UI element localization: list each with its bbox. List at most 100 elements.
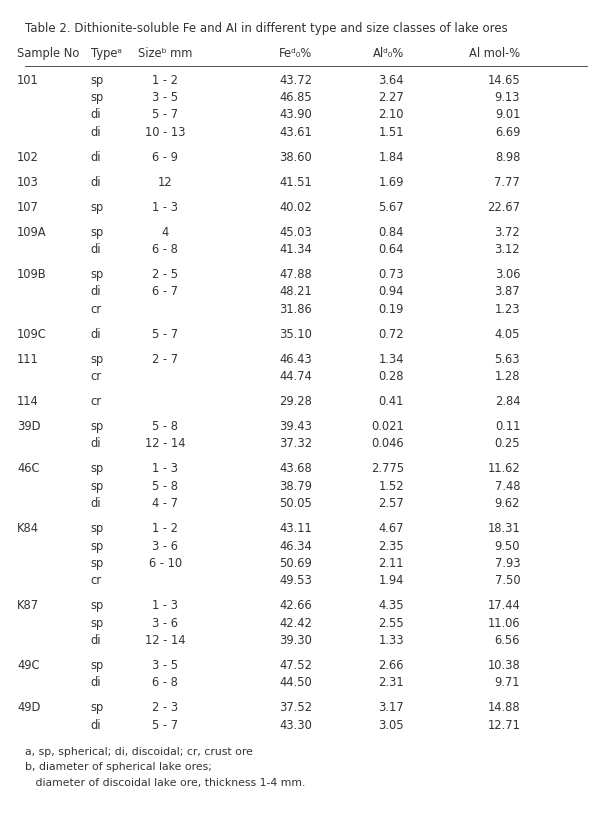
Text: sp: sp (91, 522, 104, 534)
Text: Al mol-%: Al mol-% (469, 47, 520, 60)
Text: 10 - 13: 10 - 13 (145, 126, 185, 139)
Text: sp: sp (91, 91, 104, 104)
Text: 1.28: 1.28 (494, 370, 520, 383)
Text: 1.84: 1.84 (379, 151, 404, 164)
Text: 2.27: 2.27 (378, 91, 404, 104)
Text: a, sp, spherical; di, discoidal; cr, crust ore: a, sp, spherical; di, discoidal; cr, cru… (25, 746, 253, 757)
Text: K84: K84 (17, 522, 39, 534)
Text: 3.87: 3.87 (494, 285, 520, 298)
Text: 1.51: 1.51 (378, 126, 404, 139)
Text: 49D: 49D (17, 700, 40, 714)
Text: 50.05: 50.05 (279, 497, 312, 509)
Text: 7.77: 7.77 (494, 175, 520, 189)
Text: 102: 102 (17, 151, 39, 164)
Text: sp: sp (91, 557, 104, 569)
Text: di: di (91, 108, 101, 122)
Text: di: di (91, 126, 101, 139)
Text: 4: 4 (162, 226, 169, 238)
Text: 0.72: 0.72 (378, 327, 404, 341)
Text: 0.046: 0.046 (371, 437, 404, 450)
Text: 0.11: 0.11 (495, 419, 520, 433)
Text: sp: sp (91, 200, 104, 213)
Text: 4.35: 4.35 (378, 599, 404, 611)
Text: cr: cr (91, 370, 102, 383)
Text: Table 2. Dithionite-soluble Fe and AI in different type and size classes of lake: Table 2. Dithionite-soluble Fe and AI in… (25, 22, 508, 36)
Text: di: di (91, 151, 101, 164)
Text: 109B: 109B (17, 268, 47, 280)
Text: 2.10: 2.10 (378, 108, 404, 122)
Text: 1.94: 1.94 (379, 574, 404, 586)
Text: K87: K87 (17, 599, 39, 611)
Text: 6 - 8: 6 - 8 (152, 243, 178, 256)
Text: 41.34: 41.34 (279, 243, 312, 256)
Text: 8.98: 8.98 (495, 151, 520, 164)
Text: 7.50: 7.50 (494, 574, 520, 586)
Text: 18.31: 18.31 (487, 522, 520, 534)
Text: 0.64: 0.64 (379, 243, 404, 256)
Text: 41.51: 41.51 (279, 175, 312, 189)
Text: 103: 103 (17, 175, 39, 189)
Text: 3.64: 3.64 (378, 74, 404, 87)
Text: 50.69: 50.69 (279, 557, 312, 569)
Text: 12 - 14: 12 - 14 (145, 633, 185, 646)
Text: di: di (91, 327, 101, 341)
Text: 49.53: 49.53 (279, 574, 312, 586)
Text: cr: cr (91, 574, 102, 586)
Text: 6 - 9: 6 - 9 (152, 151, 178, 164)
Text: 45.03: 45.03 (279, 226, 312, 238)
Text: 22.67: 22.67 (487, 200, 520, 213)
Text: 1.33: 1.33 (378, 633, 404, 646)
Text: 7.93: 7.93 (494, 557, 520, 569)
Text: 6.56: 6.56 (494, 633, 520, 646)
Text: 43.61: 43.61 (279, 126, 312, 139)
Text: 5 - 8: 5 - 8 (152, 480, 178, 492)
Text: 3 - 6: 3 - 6 (152, 616, 178, 629)
Text: 12 - 14: 12 - 14 (145, 437, 185, 450)
Text: di: di (91, 175, 101, 189)
Text: 42.42: 42.42 (279, 616, 312, 629)
Text: 46.34: 46.34 (279, 539, 312, 552)
Text: 0.25: 0.25 (494, 437, 520, 450)
Text: 5 - 7: 5 - 7 (152, 327, 178, 341)
Text: 43.68: 43.68 (279, 462, 312, 475)
Text: 109C: 109C (17, 327, 47, 341)
Text: 5.67: 5.67 (378, 200, 404, 213)
Text: 6 - 10: 6 - 10 (149, 557, 182, 569)
Text: 3 - 6: 3 - 6 (152, 539, 178, 552)
Text: 14.65: 14.65 (487, 74, 520, 87)
Text: 3 - 5: 3 - 5 (152, 658, 178, 672)
Text: 9.50: 9.50 (494, 539, 520, 552)
Text: 9.01: 9.01 (495, 108, 520, 122)
Text: 44.74: 44.74 (279, 370, 312, 383)
Text: 43.90: 43.90 (279, 108, 312, 122)
Text: cr: cr (91, 394, 102, 408)
Text: 1 - 3: 1 - 3 (152, 200, 178, 213)
Text: 42.66: 42.66 (279, 599, 312, 611)
Text: 2.66: 2.66 (378, 658, 404, 672)
Text: 2 - 3: 2 - 3 (152, 700, 178, 714)
Text: b, diameter of spherical lake ores;: b, diameter of spherical lake ores; (25, 762, 212, 772)
Text: 43.11: 43.11 (279, 522, 312, 534)
Text: di: di (91, 497, 101, 509)
Text: 111: 111 (17, 352, 39, 366)
Text: 3 - 5: 3 - 5 (152, 91, 178, 104)
Text: 14.88: 14.88 (488, 700, 520, 714)
Text: 0.28: 0.28 (378, 370, 404, 383)
Text: 2.55: 2.55 (378, 616, 404, 629)
Text: di: di (91, 243, 101, 256)
Text: 2 - 7: 2 - 7 (152, 352, 178, 366)
Text: 1 - 2: 1 - 2 (152, 74, 178, 87)
Text: 2.35: 2.35 (378, 539, 404, 552)
Text: sp: sp (91, 419, 104, 433)
Text: 12.71: 12.71 (487, 718, 520, 731)
Text: 0.021: 0.021 (371, 419, 404, 433)
Text: diameter of discoidal lake ore, thickness 1-4 mm.: diameter of discoidal lake ore, thicknes… (25, 777, 305, 786)
Text: sp: sp (91, 268, 104, 280)
Text: 3.17: 3.17 (378, 700, 404, 714)
Text: 48.21: 48.21 (279, 285, 312, 298)
Text: 4 - 7: 4 - 7 (152, 497, 178, 509)
Text: di: di (91, 718, 101, 731)
Text: 43.30: 43.30 (279, 718, 312, 731)
Text: 31.86: 31.86 (279, 303, 312, 315)
Text: Sample No: Sample No (17, 47, 80, 60)
